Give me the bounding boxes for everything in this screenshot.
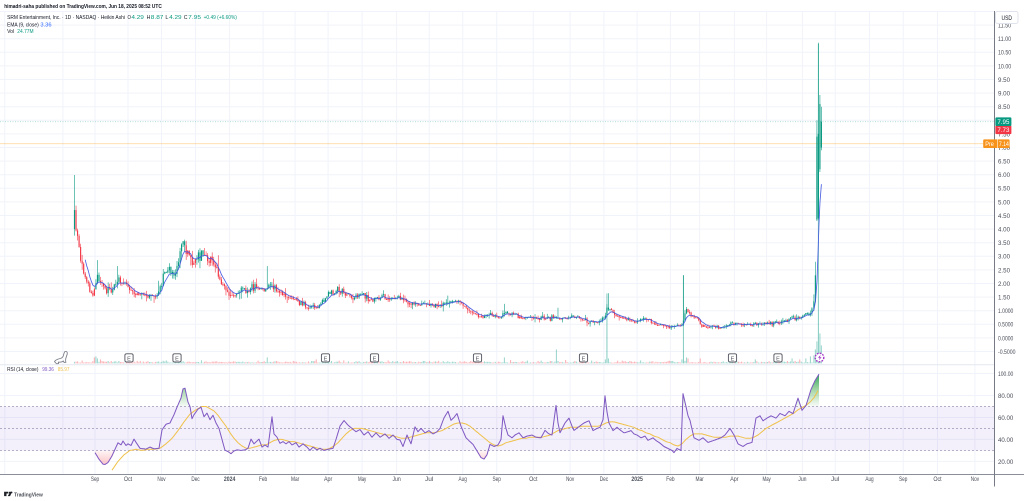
- svg-text:7.95: 7.95: [188, 15, 201, 21]
- svg-text:8.87: 8.87: [151, 15, 164, 21]
- svg-text:+0.49 (+6.60%): +0.49 (+6.60%): [204, 15, 237, 21]
- svg-text:3.00: 3.00: [998, 254, 1010, 261]
- svg-text:Vol: Vol: [7, 29, 14, 35]
- svg-text:RSI (14, close): RSI (14, close): [7, 367, 38, 373]
- svg-text:Feb: Feb: [666, 476, 675, 483]
- svg-text:Oct: Oct: [124, 476, 132, 483]
- svg-text:3.36: 3.36: [40, 22, 51, 28]
- svg-text:9.50: 9.50: [998, 77, 1010, 84]
- svg-text:Oct: Oct: [933, 476, 941, 483]
- svg-text:USD: USD: [1002, 15, 1013, 22]
- svg-text:Sep: Sep: [91, 476, 100, 483]
- svg-text:Apr: Apr: [324, 476, 333, 483]
- svg-text:TradingView: TradingView: [14, 492, 43, 498]
- svg-text:80.00: 80.00: [998, 393, 1013, 400]
- svg-text:Mar: Mar: [291, 476, 300, 483]
- svg-text:7.00: 7.00: [998, 145, 1010, 152]
- svg-text:May: May: [358, 476, 367, 483]
- svg-text:7.50: 7.50: [998, 131, 1010, 138]
- svg-text:Oct: Oct: [529, 476, 537, 483]
- svg-text:May: May: [762, 476, 771, 483]
- svg-text:E: E: [373, 356, 377, 362]
- svg-text:O: O: [128, 15, 131, 21]
- svg-text:0.5000: 0.5000: [998, 322, 1013, 329]
- svg-text:6.50: 6.50: [998, 159, 1010, 166]
- svg-text:himadri-saha published on Trad: himadri-saha published on TradingView.co…: [4, 4, 162, 10]
- svg-text:40.00: 40.00: [998, 437, 1013, 444]
- svg-text:10.50: 10.50: [998, 50, 1011, 57]
- svg-text:Nov: Nov: [971, 476, 980, 483]
- svg-text:9.00: 9.00: [998, 91, 1010, 98]
- svg-text:4.00: 4.00: [998, 227, 1010, 234]
- svg-text:10.00: 10.00: [998, 63, 1011, 70]
- svg-text:Jul: Jul: [831, 476, 839, 483]
- svg-text:4.50: 4.50: [998, 213, 1010, 220]
- svg-text:100.00: 100.00: [998, 371, 1013, 378]
- svg-text:Pre: Pre: [985, 141, 994, 148]
- svg-text:Nov: Nov: [157, 476, 166, 483]
- svg-text:85.97: 85.97: [58, 367, 70, 373]
- svg-text:7.95: 7.95: [997, 119, 1009, 126]
- svg-text:Aug: Aug: [865, 476, 874, 483]
- svg-text:E: E: [175, 356, 179, 362]
- svg-text:Jul: Jul: [425, 476, 433, 483]
- svg-text:Dec: Dec: [191, 476, 200, 483]
- svg-text:5.00: 5.00: [998, 199, 1010, 206]
- svg-text:Feb: Feb: [259, 476, 268, 483]
- svg-text:Aug: Aug: [459, 476, 468, 483]
- svg-text:Sep: Sep: [493, 476, 502, 483]
- svg-text:5.50: 5.50: [998, 186, 1010, 193]
- svg-text:20.00: 20.00: [998, 459, 1013, 466]
- svg-text:SRM Entertainment, Inc. · 1D ·: SRM Entertainment, Inc. · 1D · NASDAQ · …: [7, 15, 125, 21]
- svg-text:E: E: [776, 356, 780, 362]
- svg-text:Apr: Apr: [730, 476, 739, 483]
- svg-text:2025: 2025: [631, 476, 643, 483]
- svg-text:Dec: Dec: [600, 476, 609, 483]
- svg-text:1.50: 1.50: [998, 295, 1010, 302]
- svg-text:8.50: 8.50: [998, 104, 1010, 111]
- svg-text:0.0000: 0.0000: [998, 335, 1013, 342]
- svg-text:7.14: 7.14: [999, 141, 1009, 148]
- svg-text:24.77M: 24.77M: [17, 29, 34, 35]
- svg-text:11.00: 11.00: [998, 36, 1011, 43]
- svg-text:L: L: [165, 15, 168, 21]
- svg-text:Jun: Jun: [798, 476, 807, 483]
- svg-text:-0.5000: -0.5000: [998, 349, 1016, 356]
- svg-text:6.00: 6.00: [998, 172, 1010, 179]
- svg-text:2.00: 2.00: [998, 281, 1010, 288]
- svg-text:Mar: Mar: [695, 476, 704, 483]
- svg-text:E: E: [127, 356, 131, 362]
- svg-text:60.00: 60.00: [998, 415, 1013, 422]
- svg-text:EMA (9, close): EMA (9, close): [7, 22, 39, 28]
- svg-text:11.50: 11.50: [998, 23, 1011, 30]
- svg-text:Jun: Jun: [392, 476, 401, 483]
- svg-text:Sep: Sep: [899, 476, 908, 483]
- svg-text:4.29: 4.29: [131, 15, 144, 21]
- svg-text:1.0000: 1.0000: [998, 308, 1013, 315]
- svg-text:H: H: [147, 15, 151, 21]
- svg-text:E: E: [324, 356, 328, 362]
- svg-text:E: E: [476, 356, 480, 362]
- svg-text:2.50: 2.50: [998, 267, 1010, 274]
- svg-text:C: C: [184, 15, 188, 21]
- svg-text:3.50: 3.50: [998, 240, 1010, 247]
- svg-text:E: E: [582, 356, 586, 362]
- svg-text:E: E: [731, 356, 735, 362]
- svg-text:4.29: 4.29: [169, 15, 181, 21]
- svg-text:7.73: 7.73: [997, 127, 1009, 134]
- svg-text:Nov: Nov: [566, 476, 575, 483]
- svg-text:2024: 2024: [224, 476, 236, 483]
- svg-text:99.36: 99.36: [42, 367, 54, 373]
